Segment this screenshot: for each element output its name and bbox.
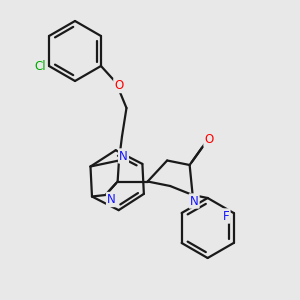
Text: N: N	[107, 193, 116, 206]
Text: O: O	[114, 79, 124, 92]
Text: F: F	[223, 209, 230, 223]
Text: Cl: Cl	[34, 59, 46, 73]
Text: N: N	[190, 194, 199, 208]
Text: N: N	[119, 149, 128, 163]
Text: O: O	[205, 133, 214, 146]
